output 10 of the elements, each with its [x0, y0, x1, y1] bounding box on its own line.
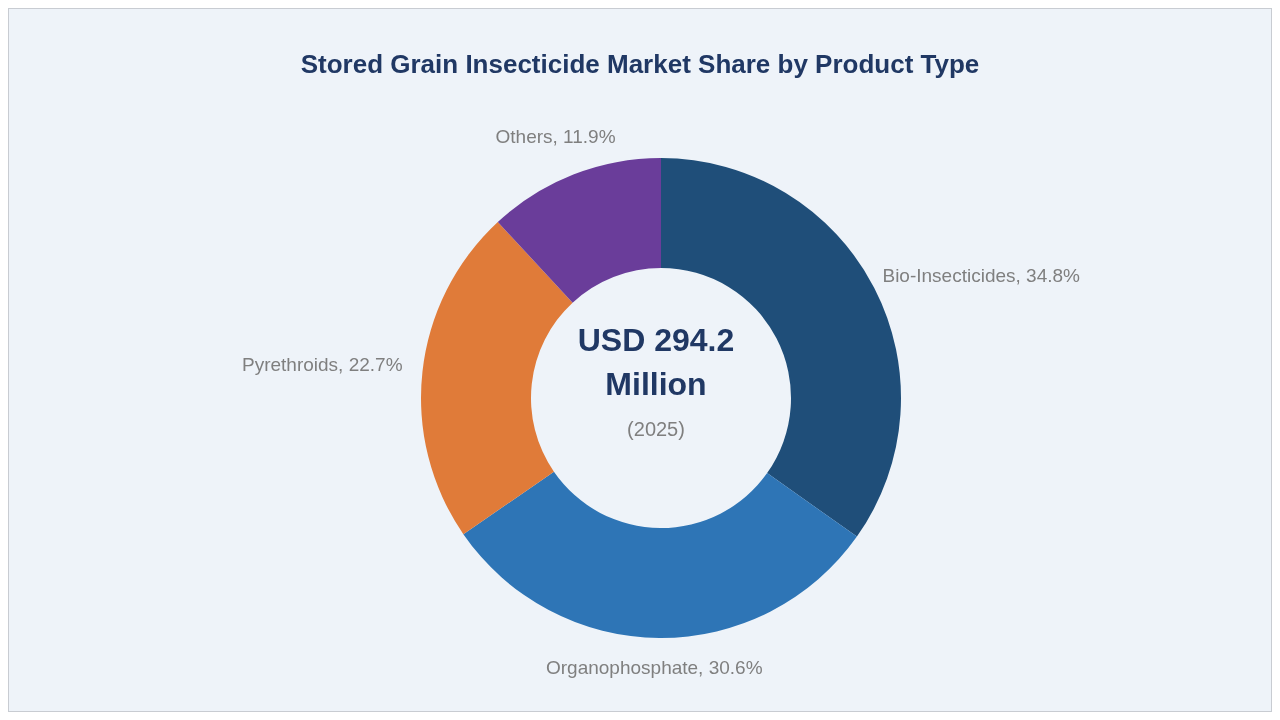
text: USD 294.2 Million [576, 321, 736, 404]
slice-label: Others, 11.9% [494, 125, 617, 149]
slice-label: Organophosphate, 30.6% [545, 656, 764, 680]
slice-label: Bio-Insecticides, 34.8% [882, 263, 1081, 288]
donut-slice [421, 222, 573, 535]
donut-slice [497, 158, 661, 303]
donut-slice [463, 471, 857, 638]
text: (2025) [626, 418, 686, 441]
chart-title: Stored Grain Insecticide Market Share by Product Type [299, 49, 981, 80]
slice-label: Pyrethroids, 22.7% [241, 353, 403, 377]
